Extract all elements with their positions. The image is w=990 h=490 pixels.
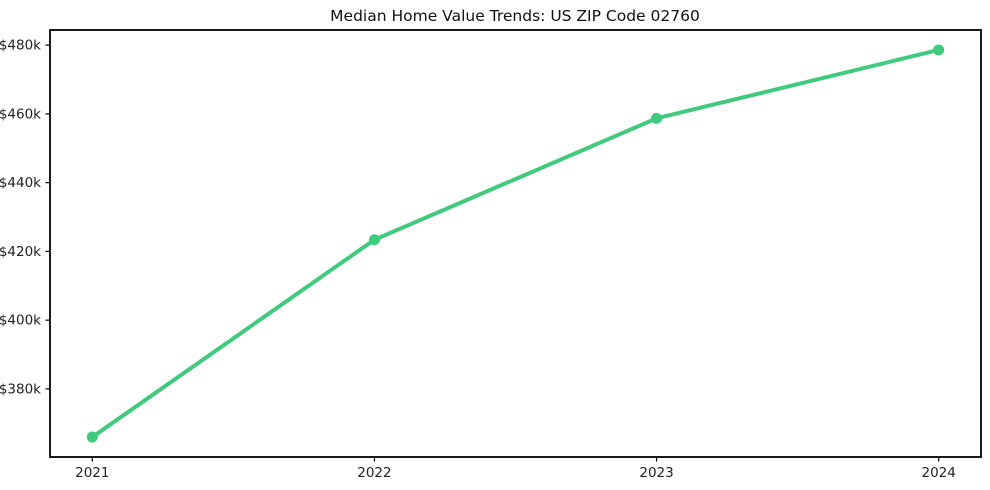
data-point-marker <box>368 234 380 246</box>
axes-frame <box>49 29 982 458</box>
y-tick-label: $420k <box>0 244 41 260</box>
y-tick-label: $440k <box>0 175 41 191</box>
x-tick-label: 2021 <box>75 465 109 481</box>
x-tick-label: 2022 <box>357 465 391 481</box>
data-point-marker <box>933 44 945 56</box>
plot-area: $380k $400k $420k $440k $460k $480k 2021 2022 20… <box>0 29 982 481</box>
data-point-marker <box>86 431 98 443</box>
x-tick-label: 2023 <box>639 465 673 481</box>
data-point-marker <box>651 112 663 124</box>
y-tick-label: $400k <box>0 313 41 329</box>
chart-title: Median Home Value Trends: US ZIP Code 02… <box>330 7 700 25</box>
y-tick-label: $480k <box>0 38 41 54</box>
trend-line <box>90 47 941 440</box>
x-tick-label: 2024 <box>922 465 956 481</box>
y-tick-label: $460k <box>0 106 41 122</box>
y-tick-label: $380k <box>0 381 41 397</box>
